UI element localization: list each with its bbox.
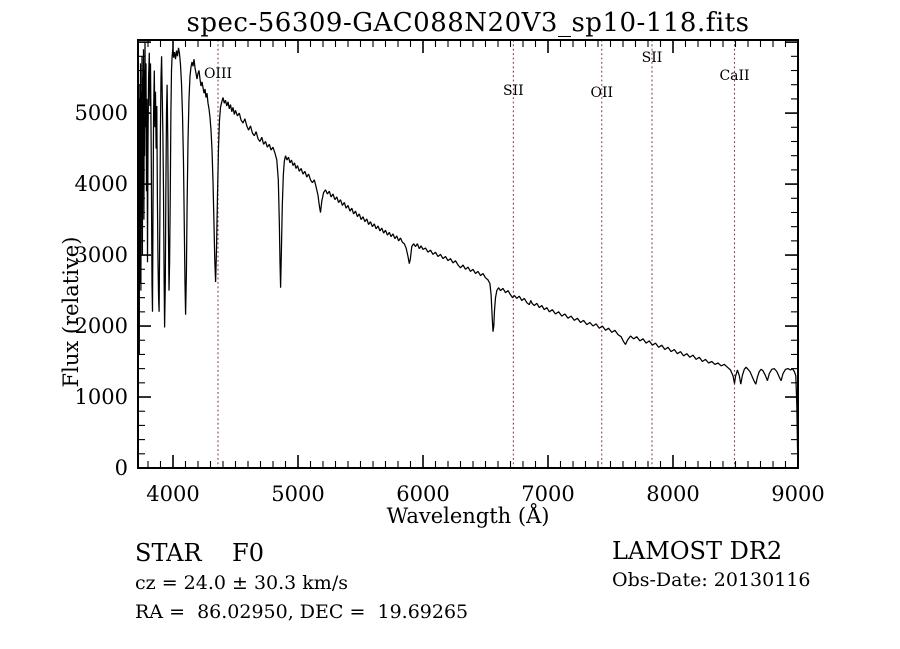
spectrum-trace [138,42,798,464]
line-marker-label-caii: CaII [719,68,749,84]
line-marker-label-oii: OII [590,85,613,101]
x-axis-title: Wavelength (Å) [386,504,550,528]
x-tick-label: 4000 [146,482,199,506]
obs-date-text: Obs-Date: 20130116 [612,569,811,591]
plot-title: spec-56309-GAC088N20V3_sp10-118.fits [186,8,750,38]
line-marker-label-oiii: OIII [204,66,232,82]
y-tick-label: 5000 [75,101,128,125]
y-tick-label: 2000 [75,314,128,338]
axes-box [137,39,799,469]
x-tick-label: 6000 [396,482,449,506]
y-tick-label: 1000 [75,385,128,409]
radial-velocity-text: cz = 24.0 ± 30.3 km/s [135,572,348,594]
x-tick-label: 5000 [271,482,324,506]
line-marker-label-sii: SII [503,83,524,99]
object-class-text: STAR F0 [135,539,264,567]
y-axis-title-text: Flux (relative) [58,236,83,388]
y-tick-label: 3000 [75,243,128,267]
survey-release-text: LAMOST DR2 [612,537,783,565]
x-tick-label: 8000 [646,482,699,506]
x-tick-label: 9000 [771,482,824,506]
y-tick-label: 4000 [75,172,128,196]
y-tick-label: 0 [115,456,128,480]
ra-dec-text: RA = 86.02950, DEC = 19.69265 [135,601,469,623]
line-marker-label-sii: SII [642,50,663,66]
x-tick-label: 7000 [521,482,574,506]
